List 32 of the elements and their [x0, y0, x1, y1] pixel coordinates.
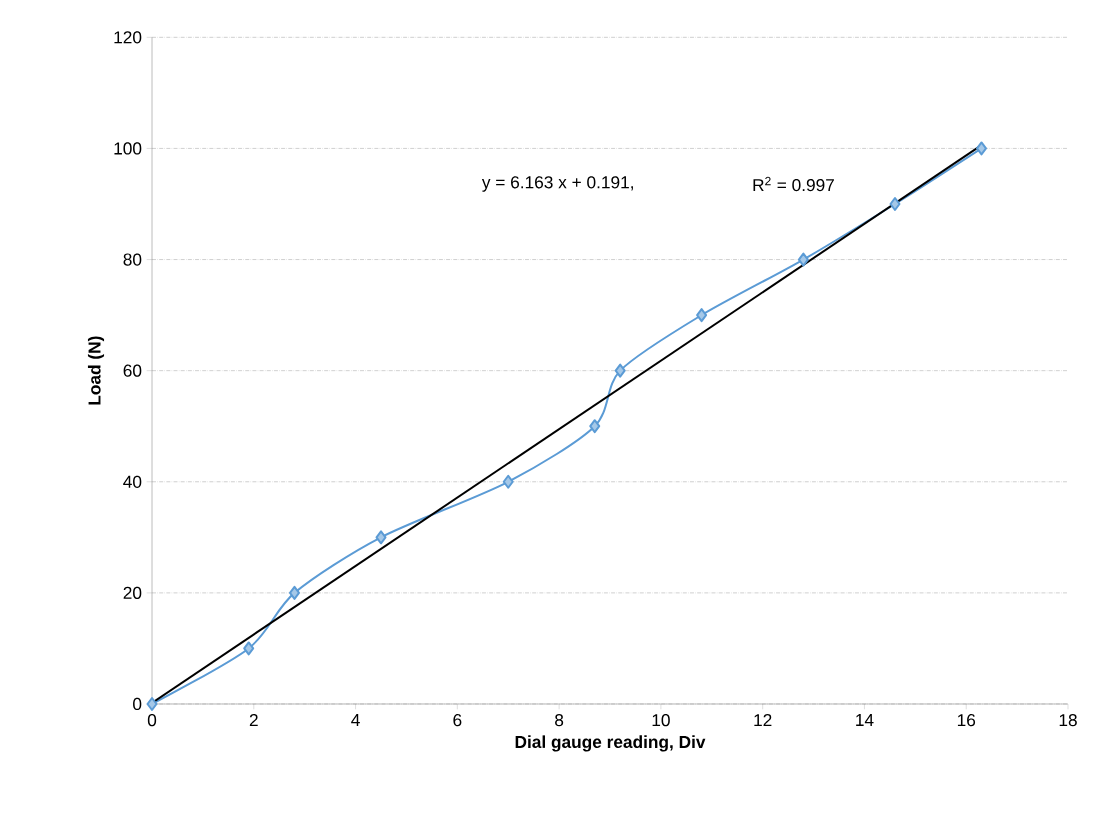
x-tick-label: 0	[147, 714, 157, 727]
x-tick-label: 6	[453, 714, 462, 727]
x-axis-title: Dial gauge reading, Div	[515, 735, 706, 752]
x-tick-label: 14	[856, 714, 874, 727]
y-tick-label: 40	[123, 475, 142, 489]
point	[889, 197, 901, 212]
x-tick-label: 12	[754, 714, 772, 727]
point	[502, 474, 514, 489]
y-tick-label: 60	[123, 364, 142, 377]
point	[589, 419, 601, 434]
point	[975, 141, 987, 156]
point	[375, 530, 387, 545]
x-tick-label: 10	[652, 714, 670, 727]
x-tick-label: 4	[351, 714, 360, 727]
point	[696, 308, 708, 323]
y-tick-label: 120	[114, 31, 142, 44]
point	[288, 586, 300, 601]
point	[797, 252, 809, 267]
point	[614, 363, 626, 378]
x-tick-label: 2	[249, 714, 258, 727]
annotation: y = 6.163 x + 0.191,	[481, 176, 633, 192]
y-tick-label: 80	[123, 253, 142, 266]
y-tick-label: 20	[123, 586, 142, 600]
annotation: R$^{2}$ = 0.997	[753, 176, 834, 192]
y-tick-label: 0	[133, 698, 142, 711]
x-tick-label: 18	[1059, 714, 1077, 727]
x-tick-label: 8	[555, 714, 564, 727]
y-axis-title: Load (N)	[87, 336, 105, 405]
point	[146, 697, 158, 712]
x-tick-label: 16	[957, 714, 976, 727]
point	[243, 641, 255, 656]
y-tick-label: 100	[114, 142, 142, 155]
